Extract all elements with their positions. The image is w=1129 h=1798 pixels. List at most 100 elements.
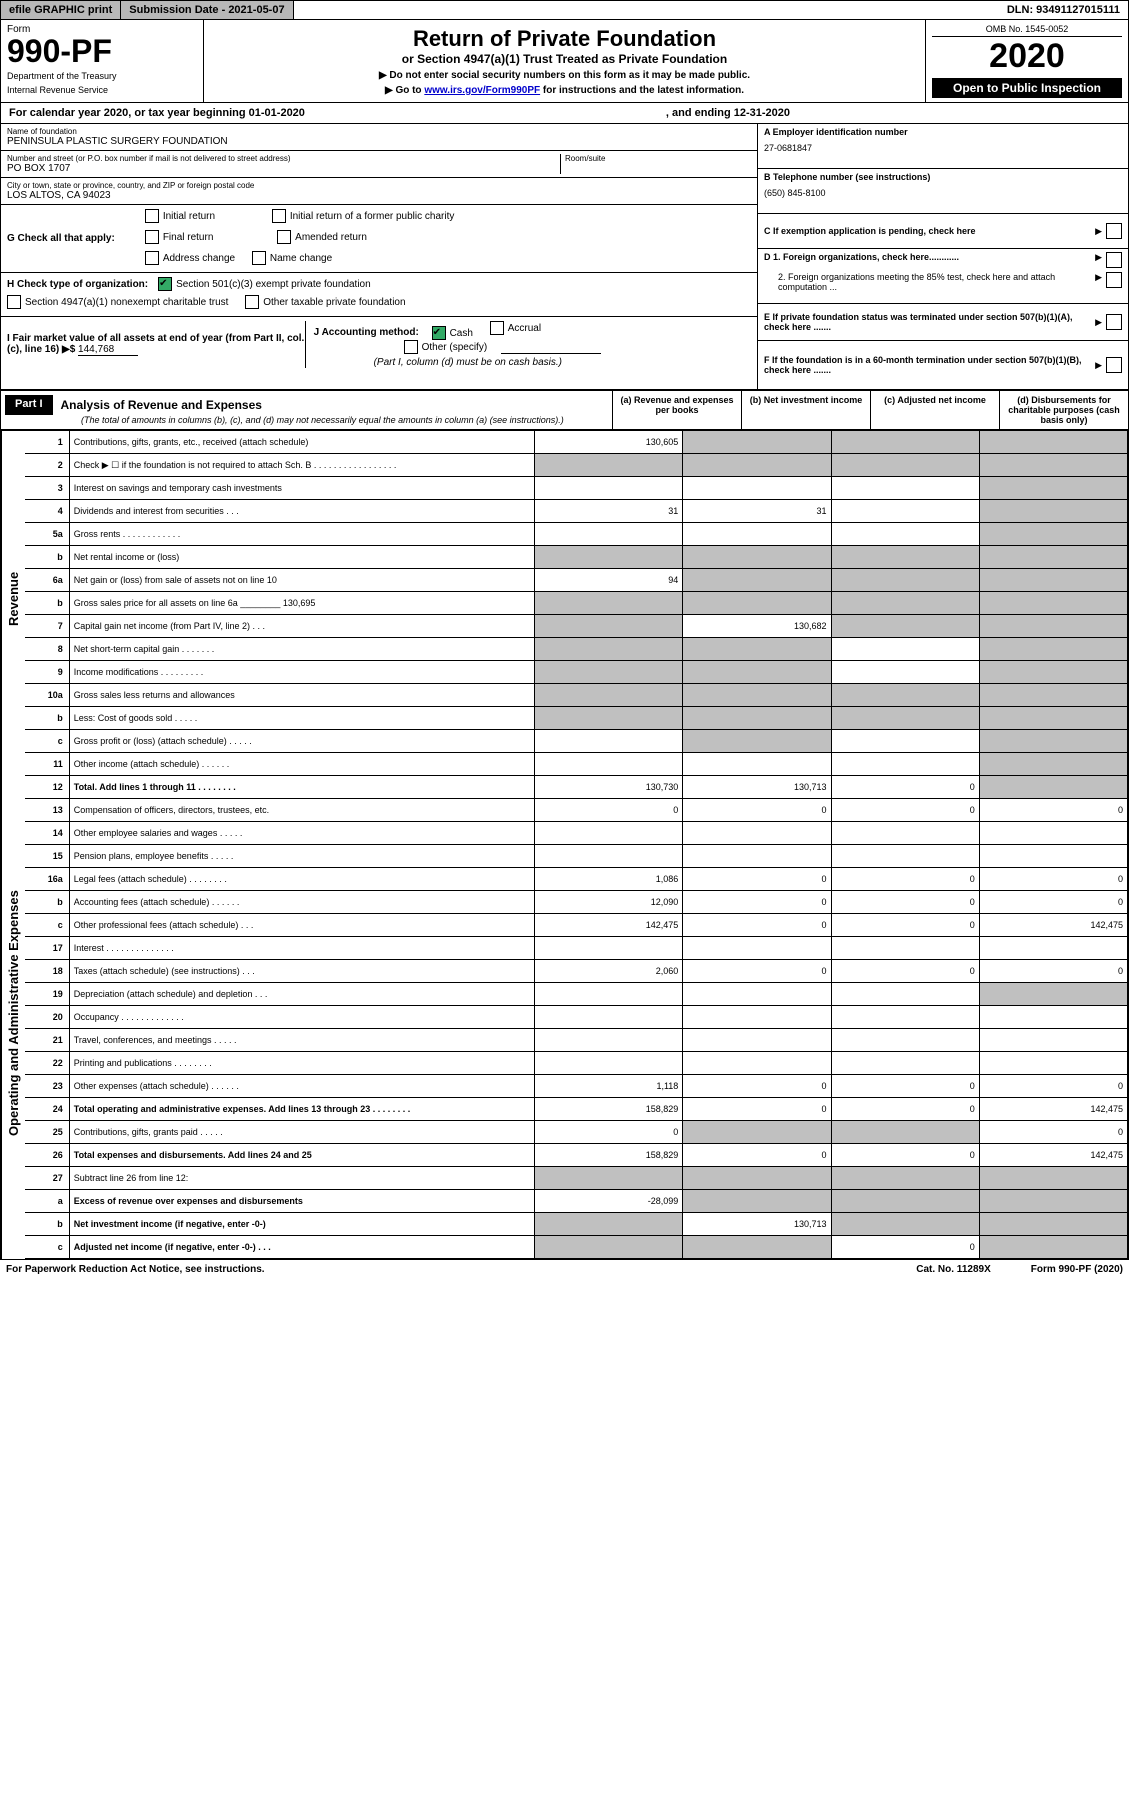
room-label: Room/suite — [561, 154, 751, 163]
table-row: 24Total operating and administrative exp… — [25, 1098, 1128, 1121]
table-row: 13Compensation of officers, directors, t… — [25, 799, 1128, 822]
foundation-name: PENINSULA PLASTIC SURGERY FOUNDATION — [7, 136, 751, 147]
col-d — [979, 983, 1127, 1006]
table-row: 21Travel, conferences, and meetings . . … — [25, 1029, 1128, 1052]
table-row: bAccounting fees (attach schedule) . . .… — [25, 891, 1128, 914]
lineno: 12 — [25, 776, 69, 799]
e-label: E If private foundation status was termi… — [764, 312, 1095, 332]
g-final[interactable]: Final return — [145, 230, 214, 244]
table-row: 16aLegal fees (attach schedule) . . . . … — [25, 868, 1128, 891]
col-d: 0 — [979, 1121, 1127, 1144]
col-c — [831, 638, 979, 661]
col-a — [535, 477, 683, 500]
table-row: 19Depreciation (attach schedule) and dep… — [25, 983, 1128, 1006]
g-name[interactable]: Name change — [252, 251, 332, 265]
form-note2: ▶ Go to www.irs.gov/Form990PF for instru… — [210, 85, 919, 96]
part1-header-cell: Part I Analysis of Revenue and Expenses … — [1, 391, 613, 430]
main-table-wrap: Revenue Operating and Administrative Exp… — [0, 430, 1129, 1260]
lineno: 26 — [25, 1144, 69, 1167]
desc: Total. Add lines 1 through 11 . . . . . … — [69, 776, 534, 799]
col-c — [831, 730, 979, 753]
j-cash[interactable]: ✔Cash — [432, 326, 473, 340]
desc: Other professional fees (attach schedule… — [69, 914, 534, 937]
col-a — [535, 615, 683, 638]
tax-year: 2020 — [932, 37, 1122, 76]
note2-post: for instructions and the latest informat… — [540, 85, 744, 96]
form990pf-link[interactable]: www.irs.gov/Form990PF — [424, 85, 540, 96]
col-a — [535, 1236, 683, 1259]
col-c — [831, 661, 979, 684]
efile-label[interactable]: efile GRAPHIC print — [1, 1, 121, 19]
table-row: 26Total expenses and disbursements. Add … — [25, 1144, 1128, 1167]
col-d — [979, 615, 1127, 638]
arrow-icon: ▶ — [1095, 272, 1102, 292]
col-b — [683, 638, 831, 661]
col-a: 31 — [535, 500, 683, 523]
col-b — [683, 546, 831, 569]
desc: Pension plans, employee benefits . . . .… — [69, 845, 534, 868]
j-accrual[interactable]: Accrual — [490, 321, 541, 335]
col-d — [979, 431, 1127, 454]
e-checkbox[interactable] — [1106, 314, 1122, 330]
col-c — [831, 1052, 979, 1075]
g-addr-lbl: Address change — [163, 253, 235, 264]
arrow-icon: ▶ — [1095, 252, 1102, 268]
c-checkbox[interactable] — [1106, 223, 1122, 239]
col-c — [831, 822, 979, 845]
col-b: 130,682 — [683, 615, 831, 638]
lineno: b — [25, 1213, 69, 1236]
c-cell: C If exemption application is pending, c… — [758, 214, 1128, 249]
g-initial-pc[interactable]: Initial return of a former public charit… — [272, 209, 455, 223]
lineno: c — [25, 730, 69, 753]
d1-checkbox[interactable] — [1106, 252, 1122, 268]
name-label: Name of foundation — [7, 127, 751, 136]
col-d — [979, 523, 1127, 546]
h-other[interactable]: Other taxable private foundation — [245, 295, 405, 309]
col-c — [831, 569, 979, 592]
col-b — [683, 1006, 831, 1029]
j-note: (Part I, column (d) must be on cash basi… — [374, 357, 562, 368]
col-a — [535, 707, 683, 730]
phone-value: (650) 845-8100 — [764, 188, 1122, 198]
table-row: 4Dividends and interest from securities … — [25, 500, 1128, 523]
ij-row: I Fair market value of all assets at end… — [1, 317, 757, 372]
f-cell: F If the foundation is in a 60-month ter… — [758, 341, 1128, 389]
g-amended[interactable]: Amended return — [277, 230, 367, 244]
topbar: efile GRAPHIC print Submission Date - 20… — [0, 0, 1129, 20]
g-addr[interactable]: Address change — [145, 251, 235, 265]
col-d: 142,475 — [979, 1098, 1127, 1121]
col-d — [979, 454, 1127, 477]
ein-value: 27-0681847 — [764, 143, 1122, 153]
col-d — [979, 546, 1127, 569]
col-a: -28,099 — [535, 1190, 683, 1213]
col-d: 0 — [979, 799, 1127, 822]
table-row: 14Other employee salaries and wages . . … — [25, 822, 1128, 845]
col-a: 142,475 — [535, 914, 683, 937]
side-expenses: Operating and Administrative Expenses — [1, 767, 25, 1259]
col-d: 0 — [979, 891, 1127, 914]
j-other[interactable]: Other (specify) — [404, 340, 488, 354]
col-b: 31 — [683, 500, 831, 523]
col-b — [683, 661, 831, 684]
table-row: 3Interest on savings and temporary cash … — [25, 477, 1128, 500]
h-501c3[interactable]: ✔Section 501(c)(3) exempt private founda… — [158, 277, 371, 291]
desc: Total expenses and disbursements. Add li… — [69, 1144, 534, 1167]
col-a: 94 — [535, 569, 683, 592]
f-checkbox[interactable] — [1106, 357, 1122, 373]
col-a: 12,090 — [535, 891, 683, 914]
h-4947[interactable]: Section 4947(a)(1) nonexempt charitable … — [7, 295, 228, 309]
ein-cell: A Employer identification number 27-0681… — [758, 124, 1128, 169]
col-c — [831, 477, 979, 500]
g-check-row: G Check all that apply: Initial return I… — [1, 205, 757, 273]
g-label: G Check all that apply: — [7, 233, 115, 244]
col-c — [831, 523, 979, 546]
lineno: 4 — [25, 500, 69, 523]
d2-checkbox[interactable] — [1106, 272, 1122, 288]
d2-label: 2. Foreign organizations meeting the 85%… — [764, 272, 1095, 292]
g-initial[interactable]: Initial return — [145, 209, 215, 223]
col-a — [535, 937, 683, 960]
calendar-year-row: For calendar year 2020, or tax year begi… — [0, 103, 1129, 124]
omb-number: OMB No. 1545-0052 — [932, 24, 1122, 37]
desc: Other employee salaries and wages . . . … — [69, 822, 534, 845]
table-row: 12Total. Add lines 1 through 11 . . . . … — [25, 776, 1128, 799]
